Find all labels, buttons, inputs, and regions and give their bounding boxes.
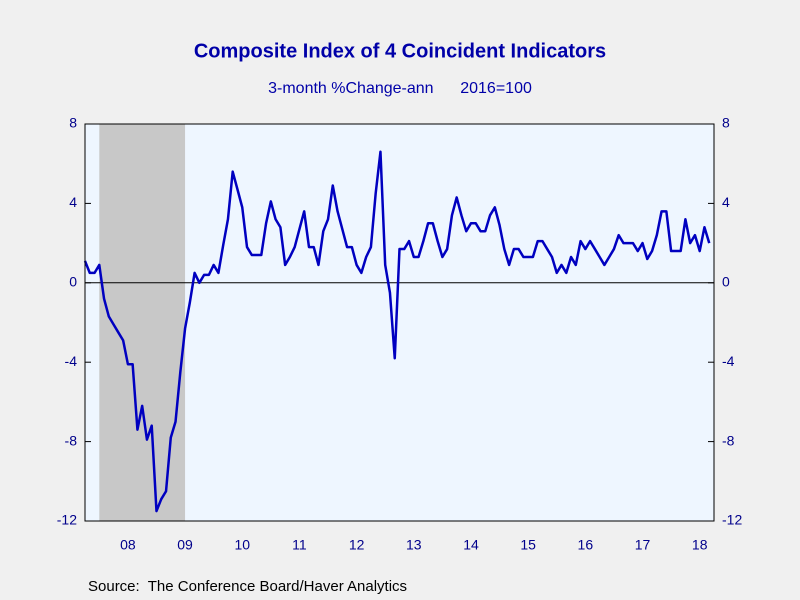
y-tick-label: 4 bbox=[69, 194, 77, 210]
plot-border bbox=[84, 123, 715, 522]
source-note: Source: The Conference Board/Haver Analy… bbox=[88, 578, 407, 595]
x-tick-label: 10 bbox=[234, 537, 250, 553]
y2-tick-label: -12 bbox=[722, 512, 742, 528]
x-tick-label: 13 bbox=[406, 537, 422, 553]
y-tick-label: 8 bbox=[69, 115, 77, 131]
y-tick-label: -12 bbox=[57, 512, 77, 528]
x-tick-label: 11 bbox=[292, 537, 307, 553]
y2-tick-label: -8 bbox=[722, 432, 735, 448]
y2-tick-label: -4 bbox=[722, 353, 735, 369]
x-tick-label: 12 bbox=[349, 537, 365, 553]
x-tick-label: 08 bbox=[120, 537, 136, 553]
x-tick-label: 17 bbox=[635, 537, 651, 553]
x-tick-label: 16 bbox=[578, 537, 594, 553]
y2-tick-label: 0 bbox=[722, 274, 730, 290]
y-tick-label: -8 bbox=[65, 432, 78, 448]
x-tick-label: 14 bbox=[463, 537, 479, 553]
x-tick-label: 18 bbox=[692, 537, 708, 553]
chart-subtitle: 3-month %Change-ann 2016=100 bbox=[268, 80, 532, 97]
y2-tick-label: 4 bbox=[722, 194, 730, 210]
x-tick-label: 09 bbox=[177, 537, 193, 553]
y-tick-label: 0 bbox=[69, 274, 77, 290]
plot-area bbox=[85, 124, 714, 521]
y2-tick-label: 8 bbox=[722, 115, 730, 131]
data-line bbox=[83, 150, 711, 513]
y-tick-label: -4 bbox=[65, 353, 78, 369]
chart-title: Composite Index of 4 Coincident Indicato… bbox=[194, 40, 606, 62]
x-tick-label: 15 bbox=[520, 537, 536, 553]
